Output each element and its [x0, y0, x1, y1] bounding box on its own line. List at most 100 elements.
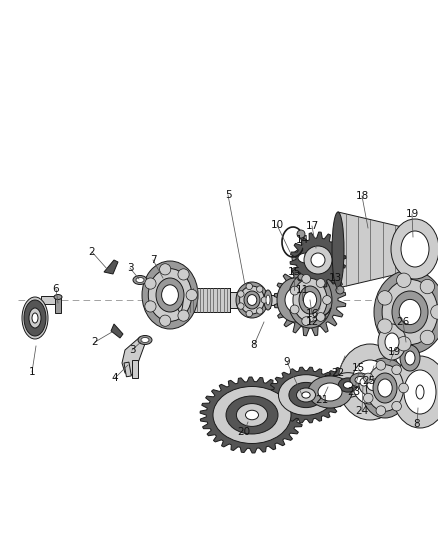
- Circle shape: [159, 264, 171, 275]
- Circle shape: [257, 286, 263, 292]
- Polygon shape: [111, 324, 123, 338]
- Ellipse shape: [141, 337, 149, 343]
- Circle shape: [238, 290, 244, 297]
- Polygon shape: [104, 260, 118, 274]
- Ellipse shape: [213, 386, 291, 443]
- Text: 17: 17: [305, 221, 318, 231]
- Ellipse shape: [359, 373, 391, 397]
- Ellipse shape: [302, 392, 310, 398]
- Ellipse shape: [378, 379, 392, 397]
- Circle shape: [323, 296, 332, 304]
- Circle shape: [238, 303, 244, 309]
- Circle shape: [290, 305, 299, 314]
- Text: 24: 24: [355, 406, 369, 416]
- Polygon shape: [338, 212, 415, 288]
- Ellipse shape: [367, 379, 383, 391]
- Circle shape: [302, 317, 311, 326]
- Ellipse shape: [148, 269, 192, 321]
- Polygon shape: [268, 367, 344, 423]
- Polygon shape: [322, 366, 374, 404]
- Text: 19: 19: [406, 209, 419, 219]
- Circle shape: [336, 286, 344, 294]
- Ellipse shape: [331, 373, 365, 397]
- Text: 2: 2: [92, 337, 98, 347]
- Ellipse shape: [304, 292, 317, 309]
- Circle shape: [392, 401, 401, 411]
- Text: 7: 7: [150, 255, 156, 265]
- Ellipse shape: [236, 282, 268, 318]
- Text: 18: 18: [355, 191, 369, 201]
- Ellipse shape: [22, 297, 48, 339]
- Ellipse shape: [266, 295, 270, 305]
- Ellipse shape: [136, 278, 144, 282]
- Ellipse shape: [297, 388, 315, 402]
- Bar: [124, 362, 131, 377]
- Ellipse shape: [308, 376, 352, 408]
- Ellipse shape: [285, 288, 305, 312]
- Circle shape: [178, 310, 189, 321]
- Circle shape: [304, 246, 332, 274]
- Text: 10: 10: [270, 220, 283, 230]
- Text: 22: 22: [332, 368, 345, 378]
- Ellipse shape: [385, 333, 399, 351]
- Ellipse shape: [133, 276, 147, 285]
- Ellipse shape: [391, 219, 438, 279]
- Circle shape: [186, 289, 197, 301]
- Ellipse shape: [378, 324, 406, 360]
- Ellipse shape: [277, 278, 313, 322]
- Circle shape: [316, 279, 325, 287]
- Circle shape: [378, 290, 392, 305]
- Ellipse shape: [54, 295, 62, 300]
- Text: 15: 15: [351, 363, 364, 373]
- Text: 25: 25: [362, 376, 376, 386]
- Circle shape: [302, 274, 311, 283]
- Text: 16: 16: [305, 309, 318, 319]
- Circle shape: [420, 279, 434, 294]
- Circle shape: [316, 312, 325, 321]
- Ellipse shape: [32, 313, 38, 323]
- Ellipse shape: [332, 212, 344, 288]
- Text: 20: 20: [237, 427, 251, 437]
- Circle shape: [246, 283, 252, 289]
- Bar: [180, 288, 230, 312]
- Text: 2: 2: [88, 247, 95, 257]
- Text: 4: 4: [112, 373, 118, 383]
- Circle shape: [360, 378, 368, 386]
- Ellipse shape: [382, 279, 438, 344]
- Circle shape: [257, 308, 263, 314]
- Bar: [41, 296, 61, 304]
- Ellipse shape: [318, 383, 342, 401]
- Text: 12: 12: [305, 317, 318, 327]
- Ellipse shape: [298, 253, 314, 263]
- Circle shape: [376, 360, 386, 370]
- Ellipse shape: [244, 291, 260, 309]
- Text: 3: 3: [129, 345, 135, 355]
- Ellipse shape: [177, 288, 183, 312]
- Circle shape: [396, 336, 411, 351]
- Circle shape: [311, 253, 325, 267]
- Circle shape: [364, 393, 373, 403]
- Polygon shape: [290, 232, 346, 288]
- Polygon shape: [274, 264, 346, 336]
- Circle shape: [420, 330, 434, 345]
- Ellipse shape: [374, 270, 438, 354]
- Circle shape: [364, 373, 373, 383]
- Circle shape: [145, 278, 156, 289]
- Ellipse shape: [226, 396, 278, 434]
- Polygon shape: [200, 377, 304, 453]
- Ellipse shape: [338, 378, 358, 392]
- Circle shape: [246, 310, 252, 317]
- Ellipse shape: [240, 286, 265, 314]
- Text: 1: 1: [28, 367, 35, 377]
- Circle shape: [178, 269, 189, 280]
- Text: 5: 5: [225, 190, 231, 200]
- Ellipse shape: [142, 261, 198, 329]
- Circle shape: [392, 365, 401, 375]
- Text: 9: 9: [284, 357, 290, 367]
- Ellipse shape: [289, 382, 323, 408]
- Circle shape: [297, 230, 305, 238]
- Bar: [230, 292, 270, 308]
- Circle shape: [159, 315, 171, 326]
- Ellipse shape: [350, 373, 370, 387]
- Ellipse shape: [288, 272, 332, 328]
